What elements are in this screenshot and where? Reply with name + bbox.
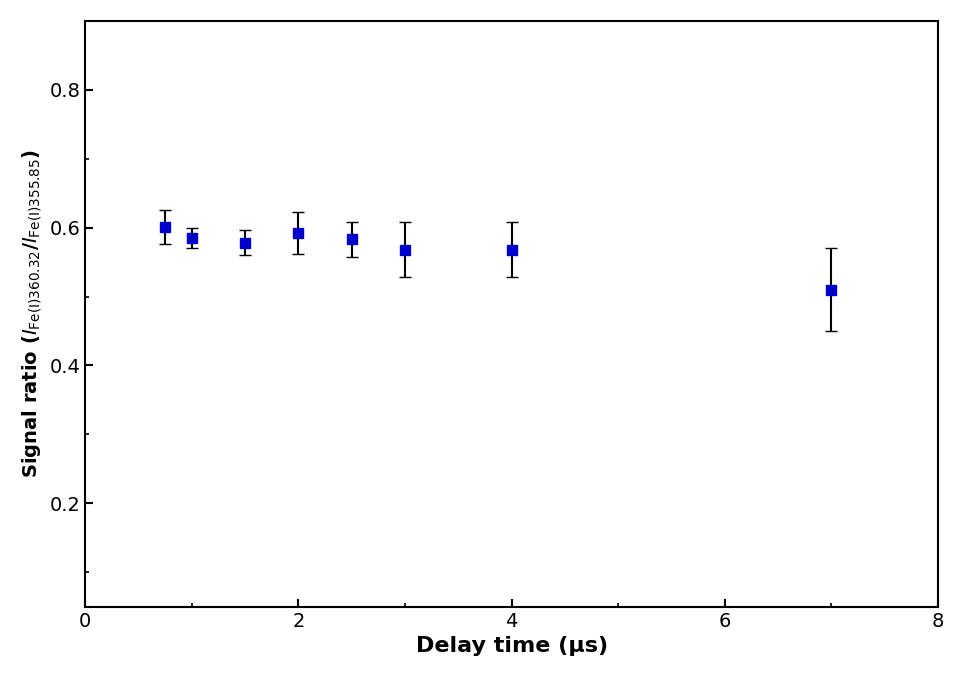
Y-axis label: Signal ratio ($I_{\mathrm{Fe(I)360.32}}$/$I_{\mathrm{Fe(I)355.85}}$): Signal ratio ($I_{\mathrm{Fe(I)360.32}}$…: [21, 149, 44, 479]
X-axis label: Delay time (μs): Delay time (μs): [416, 636, 608, 656]
